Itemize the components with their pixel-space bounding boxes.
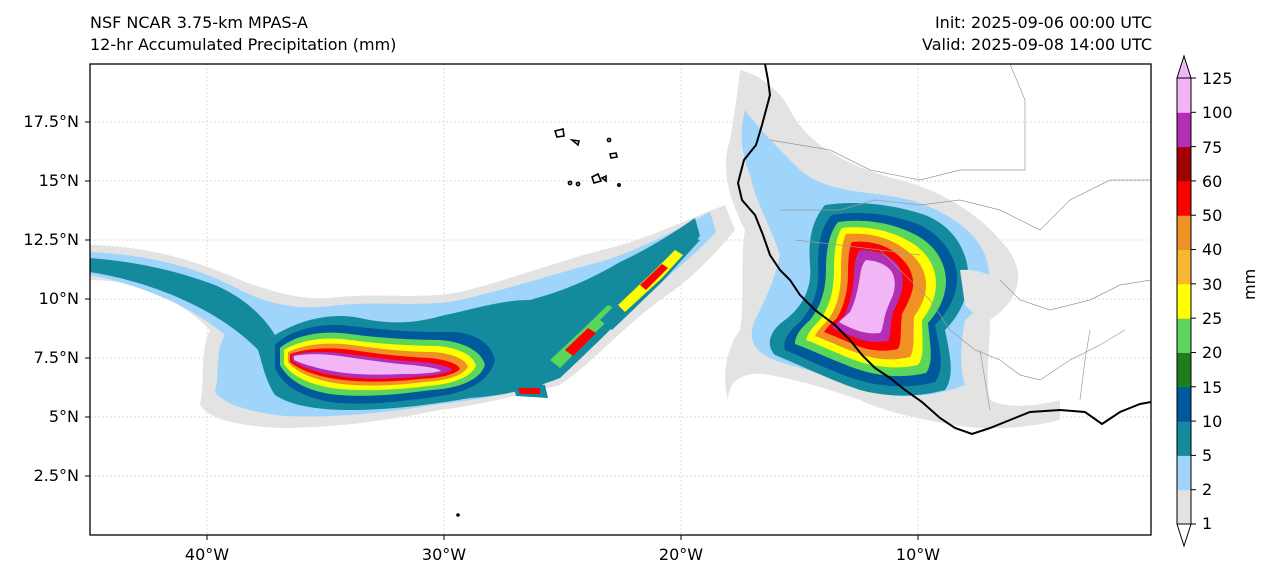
east-outer-blob: [960, 269, 1006, 316]
colorbar-swatch: [1177, 215, 1191, 251]
colorbar-extend-min: [1176, 523, 1192, 548]
colorbar: [1176, 54, 1196, 548]
colorbar-label: 30: [1202, 275, 1223, 294]
colorbar-label: 75: [1202, 138, 1223, 157]
lat-label: 17.5°N: [23, 112, 79, 131]
colorbar-frame: [1176, 77, 1192, 525]
colorbar-swatch: [1177, 283, 1191, 319]
colorbar-label: 20: [1202, 343, 1223, 362]
lon-label: 10°W: [895, 545, 941, 564]
colorbar-swatch: [1177, 352, 1191, 388]
colorbar-label: 50: [1202, 206, 1223, 225]
colorbar-label: 5: [1202, 446, 1213, 465]
cabo-verde-islands: [553, 128, 621, 188]
colorbar-swatch: [1177, 180, 1191, 216]
init-time: Init: 2025-09-06 00:00 UTC: [934, 13, 1152, 32]
colorbar-label: 1: [1202, 514, 1213, 533]
colorbar-label: 25: [1202, 309, 1223, 328]
west-africa-coastline: [736, 64, 1151, 436]
colorbar-label: 40: [1202, 240, 1223, 259]
island-dot: [456, 513, 460, 517]
colorbar-swatch: [1177, 421, 1191, 456]
colorbar-swatch: [1177, 318, 1191, 353]
band-100mm: [294, 354, 441, 375]
lat-label: 10°N: [38, 289, 79, 308]
valid-time: Valid: 2025-09-08 14:00 UTC: [921, 35, 1152, 54]
colorbar-label: 2: [1202, 480, 1213, 499]
lat-label: 15°N: [38, 171, 79, 190]
east-100mm: [839, 260, 895, 334]
lat-label: 2.5°N: [33, 466, 79, 485]
colorbar-label: 100: [1202, 103, 1233, 122]
lon-label: 20°W: [658, 545, 704, 564]
axis-ticks: [85, 121, 919, 540]
country-borders: [769, 64, 1151, 411]
precip-band-east: [725, 70, 1060, 429]
lat-label: 12.5°N: [23, 230, 79, 249]
lat-label: 5°N: [48, 407, 79, 426]
colorbar-label: 15: [1202, 378, 1223, 397]
colorbar-unit: mm: [1240, 268, 1259, 300]
lat-label: 7.5°N: [33, 348, 79, 367]
colorbar-swatch: [1177, 455, 1191, 491]
colorbar-extend-max: [1176, 54, 1192, 79]
colorbar-swatch: [1177, 386, 1191, 422]
colorbar-label: 60: [1202, 172, 1223, 191]
colorbar-label: 10: [1202, 412, 1223, 431]
colorbar-label: 125: [1202, 69, 1233, 88]
precip-band-west: [90, 205, 735, 428]
field-title: 12-hr Accumulated Precipitation (mm): [90, 35, 397, 54]
colorbar-swatch: [1177, 112, 1191, 148]
colorbar-swatch: [1177, 78, 1191, 113]
lon-label: 40°W: [184, 545, 230, 564]
colorbar-swatch: [1177, 249, 1191, 285]
lon-label: 30°W: [421, 545, 467, 564]
streaks-northeast: [510, 235, 700, 398]
colorbar-swatch: [1177, 146, 1191, 182]
colorbar-swatch: [1177, 489, 1191, 525]
model-title: NSF NCAR 3.75-km MPAS-A: [90, 13, 308, 32]
